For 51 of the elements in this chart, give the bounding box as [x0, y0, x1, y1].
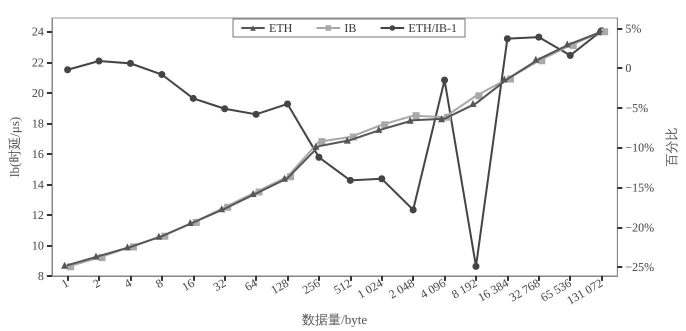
point: [126, 60, 134, 67]
legend-label: ETH/IB-1: [408, 21, 457, 35]
point: [221, 105, 228, 112]
y2-tick-label: 0: [625, 61, 632, 76]
y2-tick-label: −15%: [625, 180, 654, 195]
point: [315, 154, 322, 161]
y-tick-label: 18: [32, 116, 44, 130]
x-tick-label: 8: [153, 276, 166, 291]
x-tick-label: 512: [331, 276, 354, 297]
x-tick-label: 4 096: [418, 276, 448, 302]
x-tick-label: 1 024: [354, 276, 386, 302]
y2-tick-label: −20%: [625, 220, 654, 234]
point: [158, 71, 166, 78]
x-tick-label: 128: [268, 276, 291, 297]
legend-label: ETH: [269, 21, 293, 35]
y-tick-label: 10: [32, 238, 44, 252]
y-tick-label: 24: [32, 24, 44, 39]
y2-tick-label: −5%: [625, 100, 648, 115]
x-tick-label: 4: [122, 276, 134, 291]
point: [284, 100, 291, 108]
point: [410, 206, 417, 214]
x-tick-label: 256: [300, 276, 322, 297]
point: [535, 34, 542, 41]
x-axis-title: 数据量/byte: [302, 312, 368, 327]
point: [378, 175, 386, 182]
y-tick-label: 16: [32, 146, 44, 161]
y-tick-label: 20: [32, 86, 44, 100]
y2-tick-label: −25%: [625, 260, 654, 274]
y-axis-title: lb(时延/μs): [7, 116, 22, 178]
point: [64, 66, 72, 74]
x-tick-label: 32: [210, 276, 228, 294]
point: [504, 35, 511, 42]
legend-label: IB: [344, 21, 356, 35]
y2-axis-title: 百分比: [664, 127, 679, 166]
x-tick-label: 64: [242, 276, 260, 294]
point: [190, 94, 197, 102]
x-tick-label: 1: [58, 276, 72, 291]
y-tick-label: 22: [32, 55, 44, 70]
x-tick-label: 2: [90, 276, 103, 291]
point: [472, 262, 480, 270]
point: [441, 76, 448, 84]
point: [96, 57, 103, 64]
y-tick-label: 12: [32, 208, 44, 222]
y2-tick-label: 5%: [625, 21, 642, 36]
x-tick-label: 16: [179, 276, 197, 294]
y2-tick-label: −10%: [625, 140, 654, 155]
point: [566, 52, 574, 59]
point: [252, 110, 260, 118]
y-tick-label: 14: [32, 177, 44, 192]
point: [346, 176, 354, 184]
x-tick-label: 2 048: [386, 276, 417, 302]
